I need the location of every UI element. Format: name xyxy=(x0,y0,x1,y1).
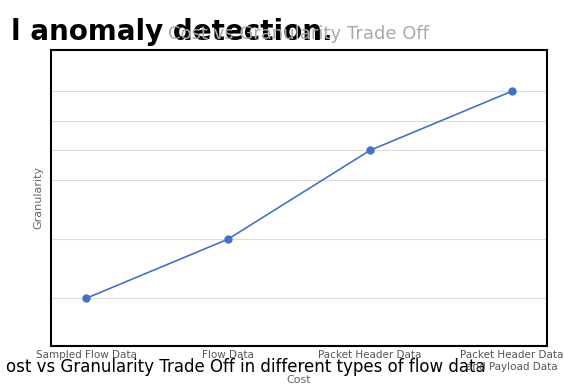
X-axis label: Cost: Cost xyxy=(287,375,311,384)
Text: ost vs Granularity Trade Off in different types of flow data: ost vs Granularity Trade Off in differen… xyxy=(6,358,485,376)
Text: l anomaly detection.: l anomaly detection. xyxy=(11,18,333,46)
Y-axis label: Granularity: Granularity xyxy=(33,166,43,229)
Title: Cost vs Granularity Trade Off: Cost vs Granularity Trade Off xyxy=(169,25,429,43)
